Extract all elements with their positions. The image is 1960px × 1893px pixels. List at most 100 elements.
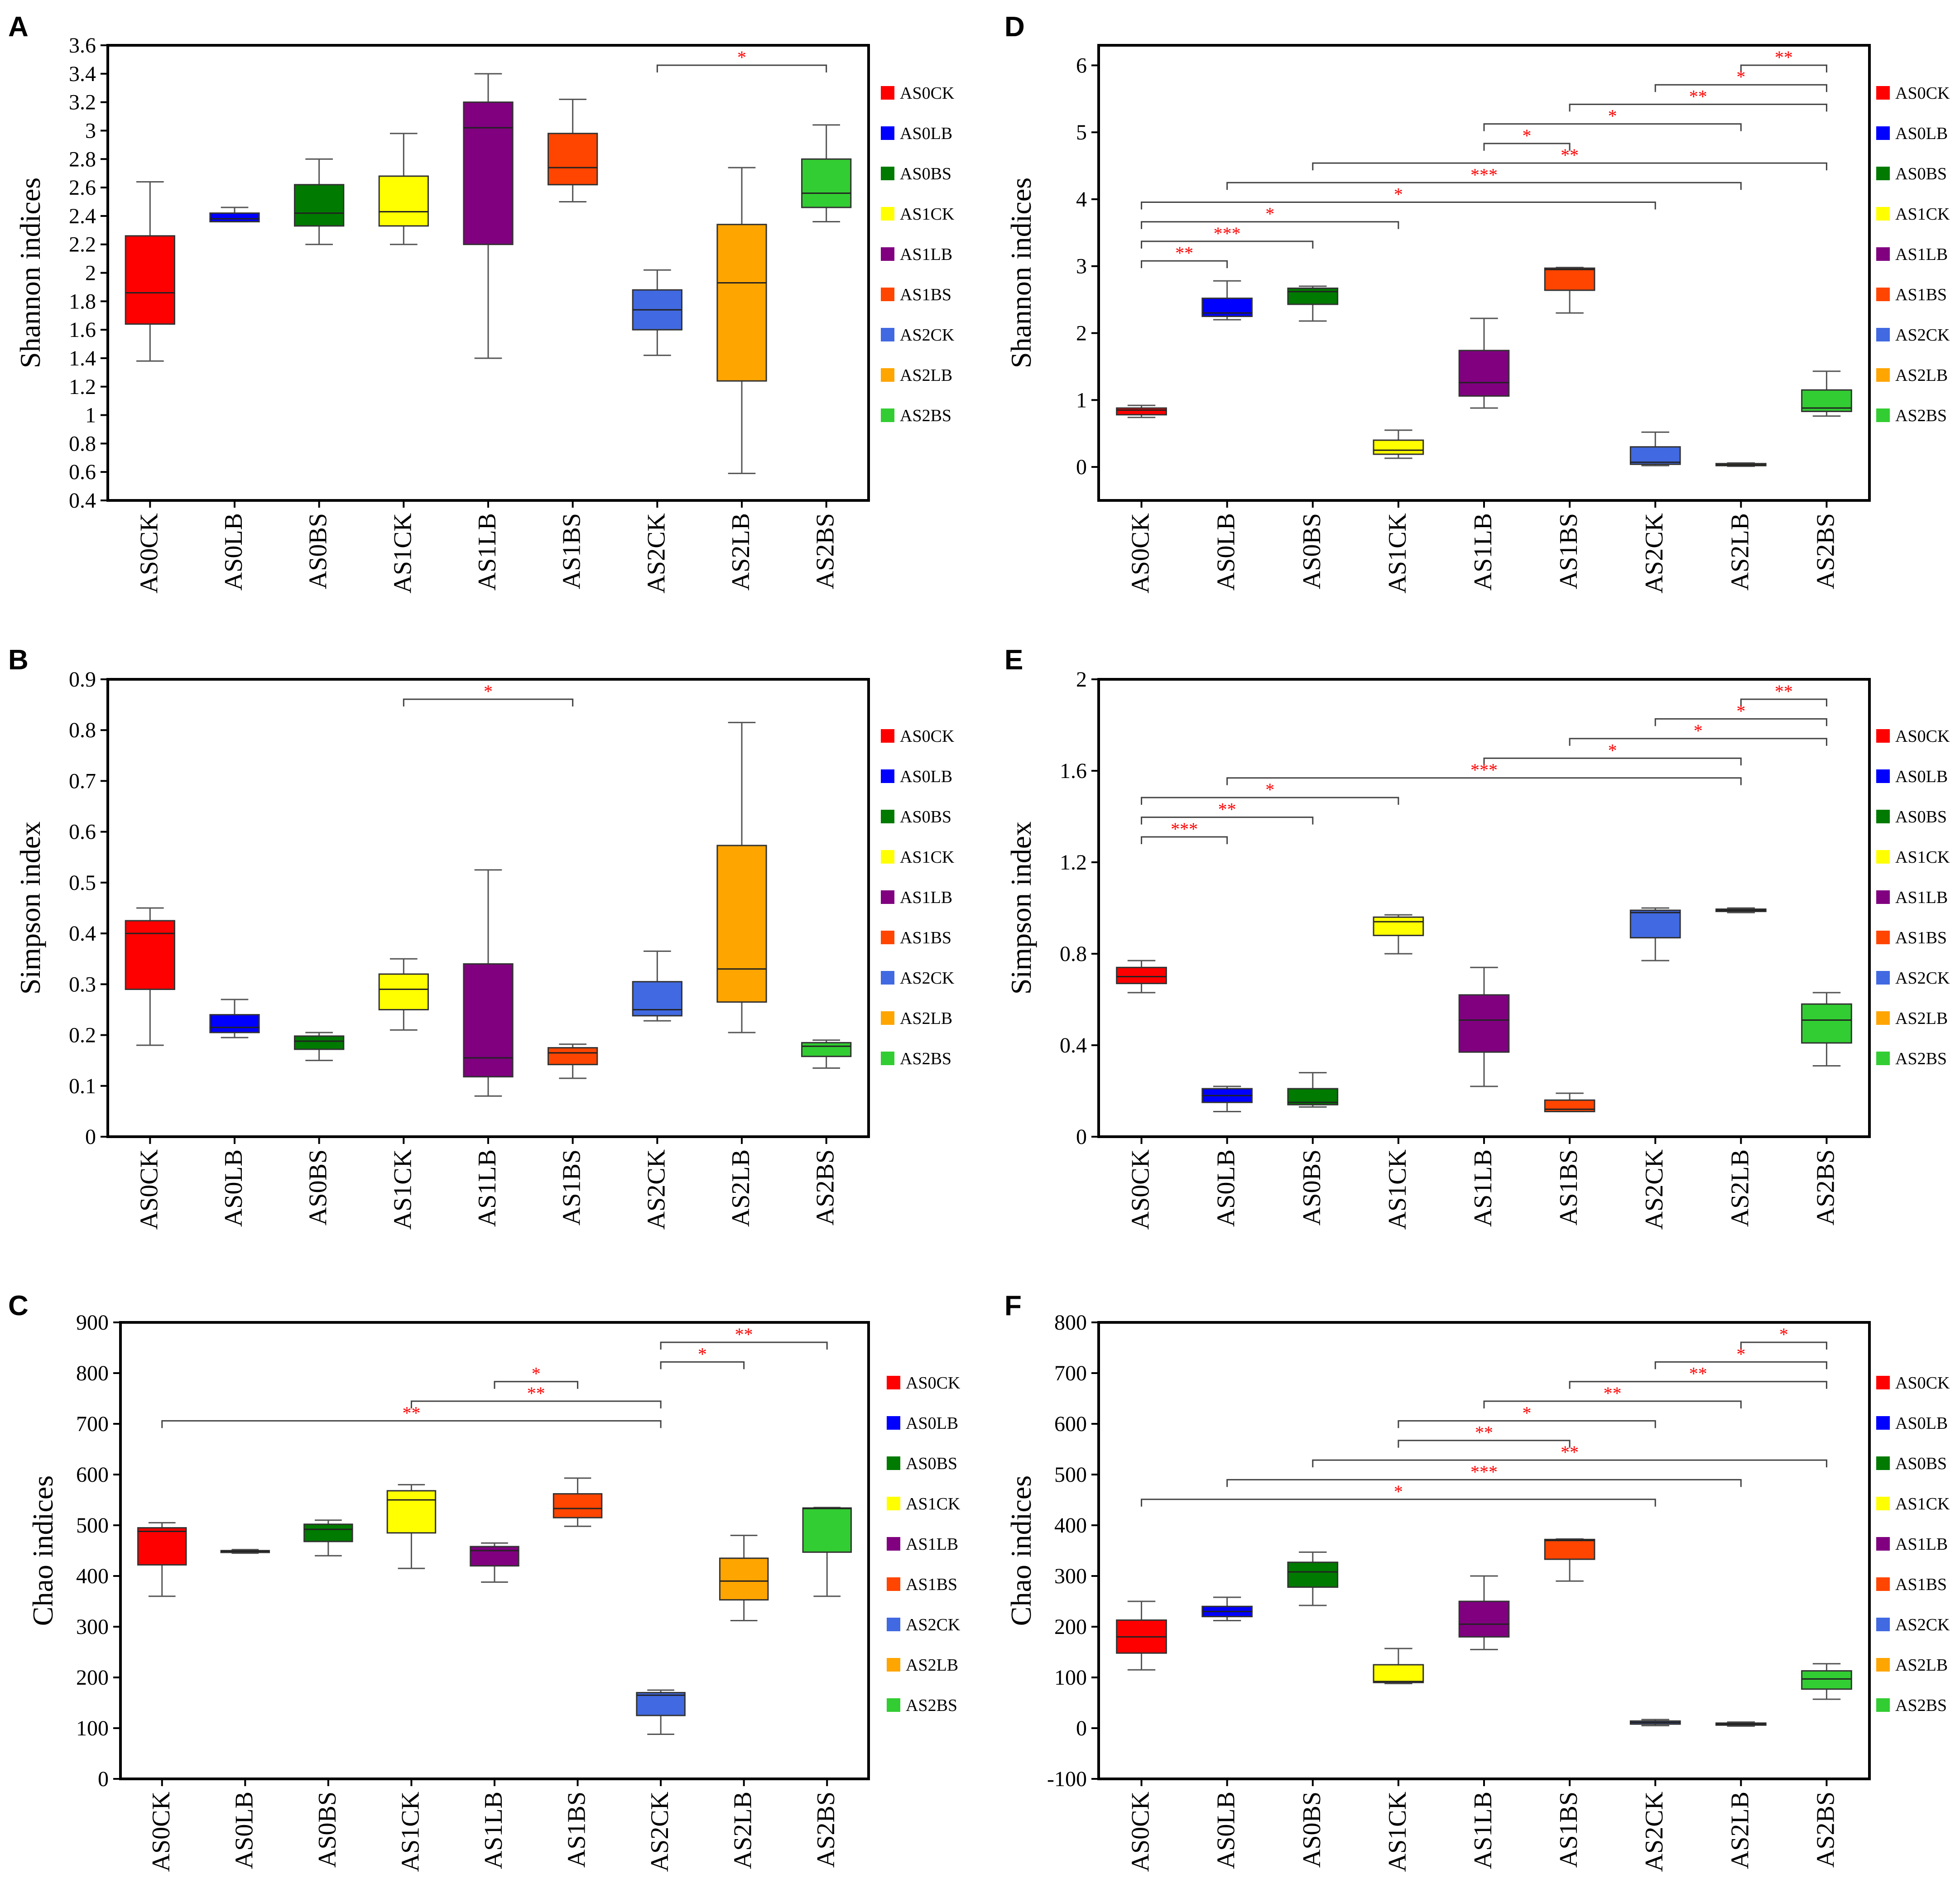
box-iqr <box>1544 1538 1595 1560</box>
legend-label-as0ck: AS0CK <box>1895 84 1950 103</box>
y-tick-label: 6 <box>1076 53 1087 77</box>
y-tick-label: 3.6 <box>69 34 96 58</box>
box-as1lb <box>463 73 514 359</box>
x-tick-label: AS2CK <box>1640 1792 1668 1872</box>
box-as1lb <box>1458 1575 1510 1650</box>
box-as0ck <box>1116 960 1167 994</box>
y-tick-label: 1.8 <box>69 289 96 313</box>
legend-swatch-as2lb <box>881 368 894 382</box>
legend-label-as0ck: AS0CK <box>900 727 955 746</box>
legend-swatch-as2lb <box>887 1658 900 1672</box>
legend-label-as1bs: AS1BS <box>900 928 951 947</box>
legend-swatch-as1lb <box>1876 890 1890 904</box>
significance-bracket <box>1569 738 1827 746</box>
box-iqr <box>1287 1561 1339 1588</box>
box-iqr <box>716 845 767 1003</box>
legend-label-as0ck: AS0CK <box>1895 1374 1950 1393</box>
box-as1bs <box>1544 1538 1595 1582</box>
panel-a: A 0.4 0.6 0.8 1 1.2 1.4 1.6 1.8 2 2.2 2.4 2.6 2.8 3 3.2… <box>8 11 955 593</box>
plot-frame <box>1097 44 1871 502</box>
legend-swatch-as1lb <box>887 1537 900 1551</box>
significance-label: ** <box>735 1324 753 1345</box>
x-tick-label: AS0BS <box>304 1149 332 1225</box>
x-tick-label: AS0LB <box>230 1792 258 1869</box>
y-tick-label: 100 <box>76 1716 109 1740</box>
y-axis-label: Chao indices <box>1005 1475 1037 1626</box>
y-tick-label: 3 <box>1076 255 1087 279</box>
box-as0ck <box>1116 404 1167 418</box>
legend-label-as0ck: AS0CK <box>1895 727 1950 746</box>
y-tick-label: 0.2 <box>69 1023 96 1047</box>
box-as0lb <box>1201 1086 1253 1112</box>
y-tick-label: 600 <box>1054 1412 1087 1436</box>
legend-label-as2lb: AS2LB <box>1895 1009 1948 1028</box>
significance-bracket <box>1740 1341 1827 1350</box>
x-tick-label: AS1CK <box>396 1792 424 1872</box>
legend-swatch-as1lb <box>881 247 894 261</box>
box-as2lb <box>1715 462 1767 467</box>
box-iqr <box>378 175 429 227</box>
significance-label: * <box>1265 204 1274 224</box>
box-as1bs <box>548 98 598 202</box>
significance-bracket <box>1483 757 1742 766</box>
significance-bracket <box>660 1341 828 1350</box>
y-tick-label: 0.7 <box>69 769 96 793</box>
legend-label-as2bs: AS2BS <box>906 1696 957 1715</box>
legend-swatch-as0ck <box>1876 1376 1890 1389</box>
box-iqr <box>463 963 514 1078</box>
y-tick-label: 300 <box>76 1615 109 1639</box>
legend-label-as0lb: AS0LB <box>900 124 952 143</box>
significance-bracket <box>1141 797 1399 805</box>
box-as2ck <box>632 950 682 1022</box>
box-as0bs <box>1287 1551 1339 1606</box>
box-as0lb <box>1201 1596 1253 1622</box>
x-tick-label: AS0LB <box>220 513 248 591</box>
significance-bracket <box>1312 1459 1827 1468</box>
x-tick-label: AS1LB <box>1469 1792 1497 1869</box>
legend-swatch-as1bs <box>881 931 894 944</box>
box-as1lb <box>463 869 514 1097</box>
box-as0bs <box>294 158 345 245</box>
y-tick-label: 800 <box>76 1361 109 1385</box>
x-tick-label: AS1CK <box>1384 1149 1412 1230</box>
box-iqr <box>636 1692 686 1716</box>
significance-label: * <box>1779 1324 1788 1345</box>
legend-swatch-as2lb <box>1876 368 1890 382</box>
significance-label: *** <box>1470 1461 1498 1482</box>
legend-label-as1lb: AS1LB <box>1895 245 1948 264</box>
box-iqr <box>125 235 175 325</box>
x-tick-label: AS2CK <box>642 513 670 593</box>
x-tick-label: AS1BS <box>1555 513 1583 589</box>
legend-label-as2ck: AS2CK <box>1895 326 1950 345</box>
x-tick-label: AS1BS <box>558 513 586 589</box>
x-tick-label: AS2LB <box>727 1149 755 1227</box>
significance-label: * <box>1736 67 1745 87</box>
legend-swatch-as2bs <box>881 408 894 422</box>
legend-label-as2bs: AS2BS <box>900 406 951 425</box>
y-tick-label: 700 <box>76 1412 109 1436</box>
box-iqr <box>303 1523 353 1542</box>
significance-label: * <box>1523 1403 1532 1423</box>
panel-f: F -100 0 100 200 300 400 500 600 700 800 Chao indic… <box>1004 1290 1950 1872</box>
legend-swatch-as0ck <box>881 86 894 100</box>
legend-swatch-as2ck <box>1876 1618 1890 1631</box>
y-tick-label: 0 <box>1076 455 1087 479</box>
box-as0lb <box>209 207 260 222</box>
box-iqr <box>802 1507 852 1553</box>
legend-swatch-as2ck <box>881 328 894 341</box>
significance-label: ** <box>527 1383 545 1403</box>
legend-swatch-as1ck <box>1876 207 1890 221</box>
box-iqr <box>470 1546 519 1567</box>
significance-bracket <box>1141 202 1656 210</box>
legend-label-as0lb: AS0LB <box>1895 1414 1948 1433</box>
significance-label: ** <box>1561 1442 1579 1462</box>
y-tick-label: 5 <box>1076 120 1087 144</box>
legend-label-as0bs: AS0BS <box>1895 1454 1947 1473</box>
significance-bracket <box>1226 182 1742 190</box>
box-iqr <box>1116 407 1167 416</box>
significance-bracket <box>161 1420 662 1428</box>
x-tick-label: AS2LB <box>727 513 755 591</box>
x-tick-label: AS1CK <box>1384 513 1412 593</box>
legend-label-as2lb: AS2LB <box>1895 366 1948 385</box>
significance-bracket <box>1141 817 1314 825</box>
